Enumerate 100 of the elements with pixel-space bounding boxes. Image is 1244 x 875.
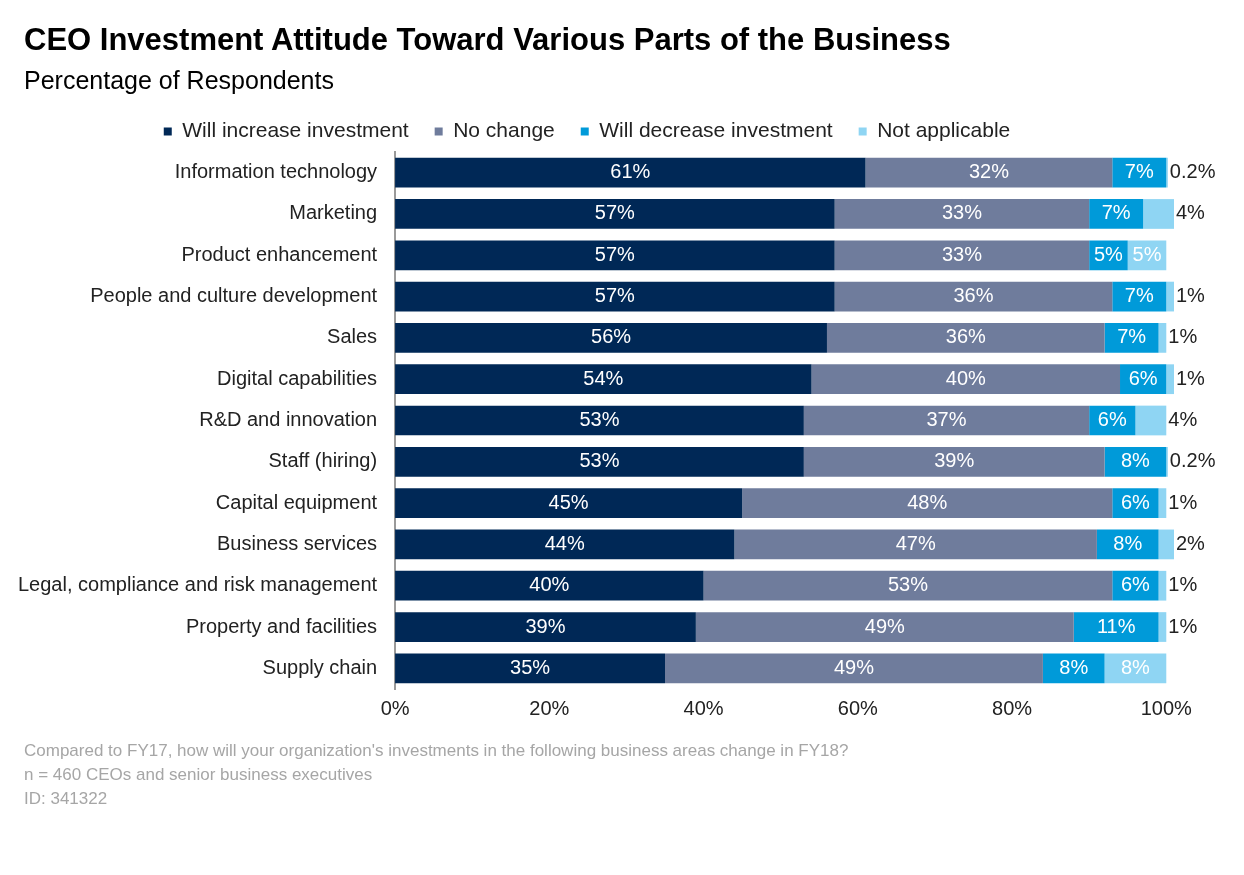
data-label: 1% — [1168, 614, 1198, 637]
data-label: 54% — [583, 366, 624, 389]
bar — [1143, 199, 1174, 229]
y-tick-label: Property and facilities — [185, 614, 378, 637]
data-label: 1% — [1176, 366, 1206, 389]
y-tick-label: Capital equipment — [215, 490, 378, 513]
bar — [834, 240, 1090, 271]
y-tick-label: Business services — [217, 531, 378, 554]
data-label: 1% — [1168, 573, 1198, 596]
data-label: 53% — [579, 408, 620, 431]
y-tick-label: People and culture development — [90, 284, 378, 307]
legend-label: Will increase investment — [182, 118, 409, 142]
chart-title: CEO Investment Attitude Toward Various Parts of the Business — [24, 22, 952, 58]
bar — [1073, 612, 1159, 642]
bar — [803, 405, 1090, 436]
bar — [395, 199, 835, 229]
data-label: 1% — [1168, 490, 1198, 513]
data-label: 8% — [1113, 531, 1143, 554]
bar — [1158, 570, 1167, 601]
data-label: 57% — [594, 284, 636, 307]
legend-label: Will decrease investment — [599, 118, 833, 142]
data-label: 56% — [591, 325, 632, 348]
bar — [826, 323, 1105, 353]
text: n = 460 CEOs and senior business executives — [24, 764, 374, 786]
bar — [1158, 612, 1167, 642]
bar — [395, 612, 696, 642]
text: Compared to FY17, how will your organization's investments in the following business areas change in FY18? — [24, 740, 850, 762]
x-tick-label: 60% — [837, 696, 879, 719]
data-label: 39% — [525, 614, 566, 637]
x-tick-label: 40% — [683, 696, 724, 719]
bar — [742, 488, 1113, 518]
data-label: 37% — [926, 408, 967, 431]
y-tick-label: Sales — [327, 325, 378, 348]
data-label: 4% — [1168, 408, 1198, 431]
bar — [703, 570, 1113, 601]
bar — [395, 364, 812, 395]
y-tick-label: R&D and innovation — [199, 408, 378, 431]
bar — [1158, 323, 1167, 353]
bar — [395, 488, 743, 518]
bar — [395, 281, 835, 312]
data-label: 40% — [945, 366, 987, 389]
data-label: 57% — [594, 242, 636, 265]
data-label: 4% — [1176, 201, 1206, 224]
data-label: 61% — [610, 160, 651, 183]
y-tick-label: Information technology — [174, 160, 378, 183]
y-tick-label: Product enhancement — [181, 242, 378, 265]
data-label: 1% — [1176, 284, 1206, 307]
x-tick-label: 20% — [529, 696, 570, 719]
bar — [1166, 364, 1174, 395]
data-label: 48% — [907, 490, 948, 513]
bar — [1158, 488, 1167, 518]
data-label: 53% — [579, 449, 620, 472]
data-label: 6% — [1120, 490, 1151, 513]
data-label: 35% — [510, 655, 551, 678]
data-label: 5% — [1132, 242, 1162, 265]
y-tick-label: Supply chain — [262, 655, 378, 678]
y-tick-label: Digital capabilities — [217, 366, 378, 389]
data-label: 1% — [1168, 325, 1198, 348]
bar — [1166, 281, 1174, 312]
bar — [834, 199, 1090, 229]
data-label: 33% — [941, 201, 983, 224]
x-tick-label: 0% — [380, 696, 410, 719]
data-label: 7% — [1124, 160, 1154, 183]
data-label: 36% — [945, 325, 987, 348]
bar — [865, 157, 1113, 188]
bar — [1158, 529, 1174, 560]
data-label: 8% — [1120, 655, 1151, 678]
data-label: 8% — [1059, 655, 1089, 678]
data-label: 7% — [1101, 201, 1131, 224]
y-tick-label: Marketing — [289, 201, 378, 224]
legend-label: No change — [453, 118, 555, 142]
y-tick-label: Legal, compliance and risk management — [18, 573, 378, 596]
bar — [395, 446, 804, 477]
data-label: 8% — [1120, 449, 1151, 472]
data-label: 7% — [1124, 284, 1154, 307]
bar — [395, 323, 827, 353]
data-label: 53% — [887, 573, 929, 596]
legend-label: Not applicable — [877, 118, 1011, 142]
bar — [811, 364, 1121, 395]
bar — [1135, 405, 1167, 436]
bar — [395, 240, 835, 271]
y-tick-label: Staff (hiring) — [268, 449, 378, 472]
data-label: 32% — [968, 160, 1010, 183]
bar — [395, 570, 704, 601]
data-label: 7% — [1117, 325, 1147, 348]
bar — [834, 281, 1113, 312]
data-label: 44% — [544, 531, 585, 554]
bar — [695, 612, 1074, 642]
data-label: 40% — [529, 573, 570, 596]
x-tick-label: 80% — [992, 696, 1033, 719]
bar — [665, 653, 1043, 684]
data-label: 57% — [594, 201, 636, 224]
data-label: 0.2% — [1169, 160, 1216, 183]
data-label: 33% — [941, 242, 983, 265]
data-label: 6% — [1097, 408, 1127, 431]
data-label: 6% — [1128, 366, 1158, 389]
data-label: 49% — [833, 655, 875, 678]
text: ID: 341322 — [24, 788, 109, 810]
data-label: 39% — [934, 449, 975, 472]
data-label: 5% — [1094, 242, 1124, 265]
